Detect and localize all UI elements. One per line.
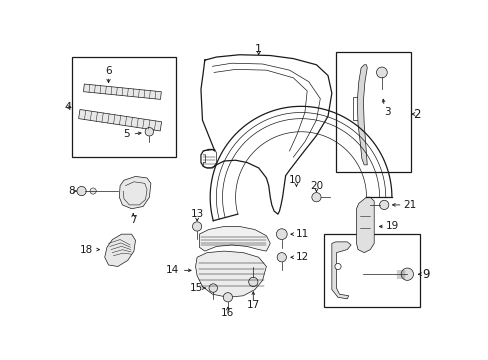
- Polygon shape: [356, 197, 373, 253]
- Circle shape: [192, 222, 202, 231]
- Text: 13: 13: [190, 209, 203, 219]
- Circle shape: [77, 186, 86, 195]
- Circle shape: [400, 268, 413, 280]
- Circle shape: [223, 293, 232, 302]
- Text: 11: 11: [295, 229, 308, 239]
- Bar: [335, 53, 410, 172]
- Text: 21: 21: [403, 200, 416, 210]
- Text: 8: 8: [68, 186, 75, 196]
- Text: 4: 4: [64, 102, 71, 112]
- Circle shape: [248, 277, 257, 287]
- Polygon shape: [79, 109, 161, 131]
- Text: 3: 3: [384, 108, 390, 117]
- Text: 12: 12: [295, 252, 308, 262]
- Text: 20: 20: [309, 181, 323, 192]
- Text: 2: 2: [413, 108, 420, 121]
- Text: 18: 18: [80, 244, 93, 255]
- Polygon shape: [104, 234, 135, 266]
- Circle shape: [276, 229, 286, 239]
- Bar: [71, 57, 175, 157]
- Text: 6: 6: [105, 66, 112, 76]
- Polygon shape: [331, 242, 350, 299]
- Polygon shape: [199, 226, 270, 251]
- Circle shape: [334, 264, 341, 270]
- Text: 14: 14: [166, 265, 179, 275]
- Circle shape: [311, 193, 321, 202]
- Polygon shape: [119, 176, 151, 209]
- Polygon shape: [357, 65, 366, 165]
- Text: 10: 10: [288, 175, 301, 185]
- Polygon shape: [83, 84, 161, 99]
- Circle shape: [376, 67, 386, 78]
- Circle shape: [145, 127, 153, 136]
- Circle shape: [277, 253, 286, 262]
- Text: 7: 7: [130, 215, 136, 225]
- Circle shape: [90, 188, 96, 194]
- Text: 1: 1: [255, 44, 262, 54]
- Circle shape: [379, 200, 388, 210]
- Polygon shape: [195, 251, 266, 297]
- Text: 15: 15: [190, 283, 203, 293]
- Text: 19: 19: [385, 221, 398, 231]
- Text: 17: 17: [246, 300, 260, 310]
- Bar: [324, 234, 420, 307]
- Text: 5: 5: [123, 129, 130, 139]
- Circle shape: [208, 284, 217, 292]
- Text: 16: 16: [221, 308, 234, 318]
- Text: 9: 9: [422, 268, 429, 281]
